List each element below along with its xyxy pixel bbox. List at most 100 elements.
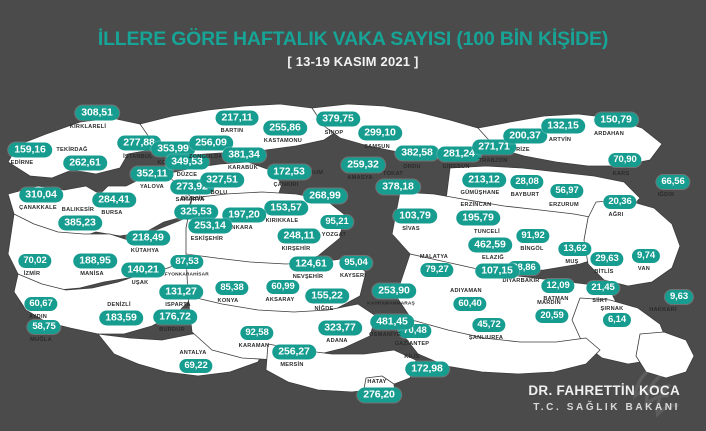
province-value-pill: 308,51 bbox=[75, 105, 119, 121]
province-value-pill: 9,63 bbox=[664, 290, 694, 304]
province-value-pill: 9,74 bbox=[631, 249, 661, 263]
province-label: DİYARBAKIR bbox=[502, 278, 540, 284]
province-label: KIRIKKALE bbox=[265, 218, 299, 224]
province-label: ZONGULDAK bbox=[189, 154, 227, 160]
province-label: BURSA bbox=[101, 210, 123, 216]
province-label: KARS bbox=[612, 171, 630, 177]
province-value-pill: 385,23 bbox=[58, 215, 102, 231]
province-value-pill: 79,27 bbox=[420, 263, 454, 277]
province-value-pill: 176,72 bbox=[153, 309, 197, 325]
province-value-pill: 379,75 bbox=[316, 111, 360, 127]
province-value-pill: 13,62 bbox=[558, 242, 592, 256]
province-value-pill: 213,12 bbox=[462, 172, 506, 188]
province-label: ANTALYA bbox=[179, 350, 207, 356]
province-label: MANİSA bbox=[80, 271, 104, 277]
province-label: ARDAHAN bbox=[593, 131, 625, 137]
province-label: GÜMÜŞHANE bbox=[460, 190, 500, 196]
province-label: ERZURUM bbox=[549, 202, 579, 208]
province-value-pill: 183,59 bbox=[99, 310, 143, 326]
province-value-pill: 95,04 bbox=[339, 256, 373, 270]
health-ministry-logo-icon bbox=[633, 362, 679, 418]
province-label: HATAY bbox=[367, 379, 387, 385]
province-label: KAYSERİ bbox=[339, 273, 367, 279]
province-label: BURDUR bbox=[159, 327, 185, 333]
province-value-pill: 253,90 bbox=[372, 283, 416, 299]
province-label: MERSİN bbox=[280, 362, 304, 368]
province-label: YOZGAT bbox=[321, 232, 347, 238]
province-label: ISPARTA bbox=[165, 302, 191, 308]
province-value-pill: 462,59 bbox=[468, 237, 512, 253]
province-value-pill: 218,49 bbox=[126, 230, 170, 246]
province-value-pill: 382,58 bbox=[395, 145, 439, 161]
province-label: BİLECİK bbox=[180, 196, 206, 202]
province-label: KIRKLARELİ bbox=[69, 124, 107, 130]
province-value-pill: 69,22 bbox=[179, 359, 213, 373]
province-label: İSTANBUL bbox=[123, 154, 153, 160]
province-label: ÇORUM bbox=[300, 170, 324, 176]
province-value-pill: 70,02 bbox=[18, 254, 52, 268]
province-label: ORDU bbox=[403, 164, 421, 170]
province-label: KİLİS bbox=[404, 354, 420, 360]
province-label: MALATYA bbox=[419, 254, 449, 260]
province-label: ADIYAMAN bbox=[450, 288, 482, 294]
province-label: AMASYA bbox=[347, 175, 373, 181]
province-label: KÜTAHYA bbox=[130, 248, 160, 254]
province-value-pill: 21,45 bbox=[586, 281, 620, 295]
province-label: DÜZCE bbox=[176, 172, 198, 178]
province-label: İZMİR bbox=[23, 271, 41, 277]
province-value-pill: 327,51 bbox=[200, 172, 244, 188]
province-label: ANKARA bbox=[227, 225, 253, 231]
province-label: BARTIN bbox=[220, 128, 244, 134]
province-value-pill: 92,58 bbox=[240, 326, 274, 340]
province-label: MARDİN bbox=[537, 300, 561, 306]
province-label: ŞANLIURFA bbox=[468, 335, 504, 341]
province-label: YALOVA bbox=[140, 184, 164, 190]
province-value-pill: 323,77 bbox=[318, 320, 362, 336]
province-value-pill: 195,79 bbox=[456, 210, 500, 226]
province-value-pill: 325,53 bbox=[174, 204, 218, 220]
province-value-pill: 12,09 bbox=[541, 279, 575, 293]
province-label: KONYA bbox=[217, 298, 239, 304]
province-value-pill: 276,20 bbox=[357, 387, 401, 403]
province-value-pill: 262,61 bbox=[63, 155, 107, 171]
province-label: TOKAT bbox=[383, 171, 403, 177]
province-label: SİVAS bbox=[402, 226, 420, 232]
province-value-pill: 159,16 bbox=[8, 142, 52, 158]
page-title: İLLERE GÖRE HAFTALIK VAKA SAYISI (100 Bİ… bbox=[97, 28, 609, 50]
province-value-pill: 217,11 bbox=[215, 110, 259, 126]
province-label: BATMAN bbox=[543, 296, 569, 302]
province-label: ERZİNCAN bbox=[460, 202, 492, 208]
province-value-pill: 140,21 bbox=[121, 262, 165, 278]
province-label: DENİZLİ bbox=[107, 302, 131, 308]
province-value-pill: 277,88 bbox=[117, 135, 161, 151]
province-value-pill: 352,11 bbox=[130, 166, 174, 182]
province-value-pill: 381,34 bbox=[222, 147, 266, 163]
province-value-pill: 200,37 bbox=[503, 128, 547, 144]
province-value-pill: 256,09 bbox=[189, 135, 233, 151]
minister-role: T.C. SAĞLIK BAKANI bbox=[533, 402, 680, 413]
province-value-pill: 85,38 bbox=[215, 281, 249, 295]
province-value-pill: 107,15 bbox=[475, 263, 519, 279]
province-value-pill: 20,59 bbox=[535, 309, 569, 323]
province-value-pill: 299,10 bbox=[358, 125, 402, 141]
province-label: KARABÜK bbox=[227, 165, 259, 171]
province-label: BALIKESİR bbox=[61, 207, 95, 213]
province-value-pill: 259,32 bbox=[341, 157, 385, 173]
province-label: KAHRAMANMARAŞ bbox=[367, 301, 415, 307]
province-value-pill: 91,92 bbox=[516, 229, 550, 243]
province-value-pill: 268,99 bbox=[303, 188, 347, 204]
province-label: VAN bbox=[637, 266, 651, 272]
province-label: NEVŞEHİR bbox=[292, 274, 324, 280]
province-label: GAZİANTEP bbox=[394, 341, 430, 347]
province-value-pill: 29,63 bbox=[590, 252, 624, 266]
province-value-pill: 20,36 bbox=[603, 195, 637, 209]
province-label: OSMANİYE bbox=[369, 332, 401, 338]
province-label: BİTLİS bbox=[594, 269, 614, 275]
province-label: NİĞDE bbox=[314, 306, 334, 312]
province-label: GİRESUN bbox=[442, 164, 470, 170]
province-label: ELAZIĞ bbox=[481, 255, 505, 261]
page-subtitle: [ 13-19 KASIM 2021 ] bbox=[287, 54, 419, 69]
province-value-pill: 66,56 bbox=[656, 175, 690, 189]
province-label: UŞAK bbox=[131, 280, 149, 286]
province-label: SİİRT bbox=[592, 298, 608, 304]
